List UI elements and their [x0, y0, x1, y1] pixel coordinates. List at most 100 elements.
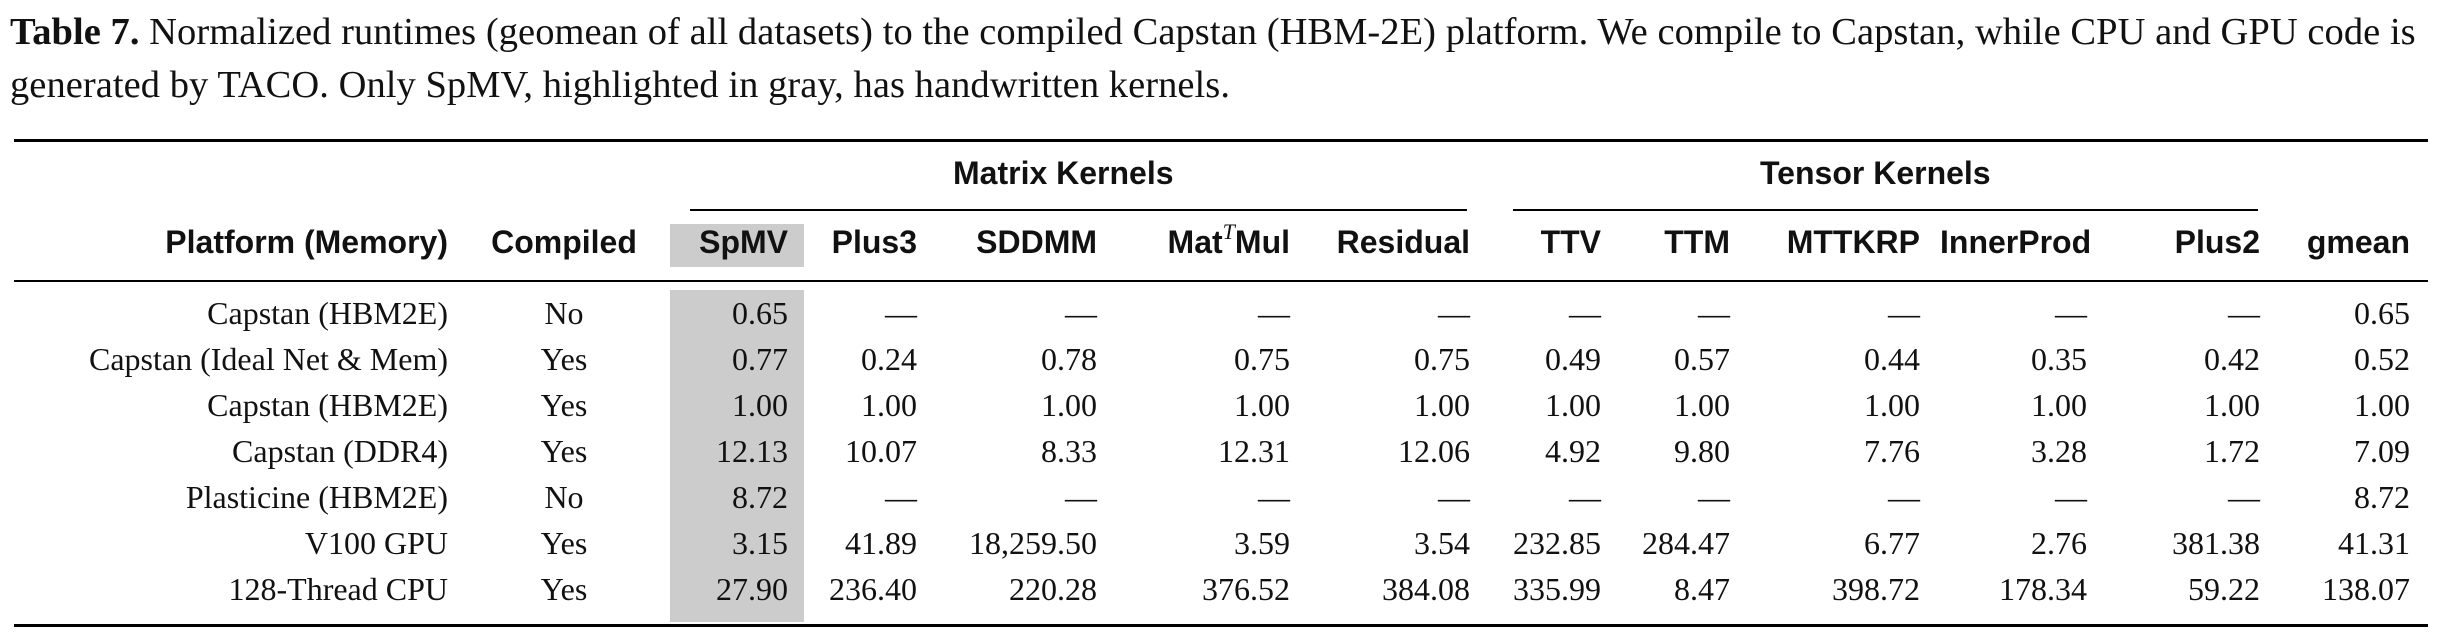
- col-gmean: gmean: [2306, 224, 2410, 260]
- cell-spmv: 3.15: [732, 525, 788, 561]
- cell-residual: —: [1438, 479, 1470, 515]
- col-platform: Platform (Memory): [165, 224, 448, 260]
- cell-ttm: 0.57: [1674, 341, 1730, 377]
- cell-compiled: No: [544, 295, 584, 331]
- cell-platform: Capstan (HBM2E): [207, 295, 448, 331]
- group-tensor-kernels: Tensor Kernels: [1760, 155, 1991, 191]
- col-residual: Residual: [1336, 224, 1470, 260]
- cell-innerprod: 3.28: [2031, 433, 2087, 469]
- cell-residual: 0.75: [1414, 341, 1470, 377]
- cell-plus3: 10.07: [845, 433, 917, 469]
- col-plus3: Plus3: [831, 224, 917, 260]
- cell-residual: 12.06: [1398, 433, 1470, 469]
- cell-matmul: 376.52: [1202, 571, 1290, 607]
- cell-ttv: 335.99: [1513, 571, 1601, 607]
- group-tensor-rule: [1513, 209, 2258, 211]
- header-rule: [14, 280, 2428, 282]
- cell-plus2: —: [2228, 479, 2260, 515]
- cell-compiled: Yes: [540, 525, 588, 561]
- cell-matmul: 12.31: [1218, 433, 1290, 469]
- cell-ttv: 232.85: [1513, 525, 1601, 561]
- cell-mttkrp: 1.00: [1864, 387, 1920, 423]
- spmv-highlight-body: [670, 290, 804, 622]
- cell-plus2: —: [2228, 295, 2260, 331]
- cell-ttv: —: [1569, 295, 1601, 331]
- cell-ttm: —: [1698, 295, 1730, 331]
- cell-matmul: 3.59: [1234, 525, 1290, 561]
- cell-compiled: Yes: [540, 433, 588, 469]
- cell-plus2: 1.72: [2204, 433, 2260, 469]
- col-plus2: Plus2: [2174, 224, 2260, 260]
- caption-text: Normalized runtimes (geomean of all data…: [10, 11, 2416, 106]
- cell-matmul: 0.75: [1234, 341, 1290, 377]
- col-matmul-pre: Mat: [1167, 224, 1223, 260]
- cell-gmean: 8.72: [2354, 479, 2410, 515]
- cell-ttm: 8.47: [1674, 571, 1730, 607]
- col-mttkrp: MTTKRP: [1786, 224, 1920, 260]
- cell-innerprod: —: [2055, 479, 2087, 515]
- cell-matmul: 1.00: [1234, 387, 1290, 423]
- col-matmul: MatTMul: [1110, 221, 1290, 261]
- cell-residual: —: [1438, 295, 1470, 331]
- cell-sddmm: 220.28: [1009, 571, 1097, 607]
- cell-plus3: —: [885, 479, 917, 515]
- cell-spmv: 12.13: [716, 433, 788, 469]
- cell-sddmm: 1.00: [1041, 387, 1097, 423]
- cell-plus2: 0.42: [2204, 341, 2260, 377]
- cell-innerprod: 2.76: [2031, 525, 2087, 561]
- cell-matmul: —: [1258, 479, 1290, 515]
- col-matmul-sup: T: [1222, 219, 1235, 244]
- cell-residual: 3.54: [1414, 525, 1470, 561]
- cell-spmv: 1.00: [732, 387, 788, 423]
- group-matrix-kernels: Matrix Kernels: [953, 155, 1174, 191]
- cell-ttm: 284.47: [1642, 525, 1730, 561]
- cell-plus3: 236.40: [829, 571, 917, 607]
- cell-ttv: 4.92: [1545, 433, 1601, 469]
- cell-platform: Capstan (DDR4): [232, 433, 448, 469]
- cell-sddmm: 8.33: [1041, 433, 1097, 469]
- cell-mttkrp: 0.44: [1864, 341, 1920, 377]
- cell-mttkrp: —: [1888, 479, 1920, 515]
- col-spmv: SpMV: [699, 224, 788, 260]
- cell-plus2: 59.22: [2188, 571, 2260, 607]
- cell-spmv: 0.77: [732, 341, 788, 377]
- cell-compiled: Yes: [540, 341, 588, 377]
- cell-ttv: 0.49: [1545, 341, 1601, 377]
- cell-innerprod: 178.34: [1999, 571, 2087, 607]
- cell-plus3: —: [885, 295, 917, 331]
- cell-mttkrp: 7.76: [1864, 433, 1920, 469]
- group-matrix-rule: [690, 209, 1467, 211]
- cell-ttm: 1.00: [1674, 387, 1730, 423]
- spmv-highlight: [670, 224, 804, 267]
- cell-platform: Capstan (Ideal Net & Mem): [89, 341, 448, 377]
- col-sddmm: SDDMM: [976, 224, 1097, 260]
- cell-sddmm: 0.78: [1041, 341, 1097, 377]
- cell-residual: 1.00: [1414, 387, 1470, 423]
- cell-sddmm: —: [1065, 479, 1097, 515]
- cell-compiled: Yes: [540, 387, 588, 423]
- cell-ttm: —: [1698, 479, 1730, 515]
- cell-platform: Plasticine (HBM2E): [185, 479, 448, 515]
- cell-spmv: 8.72: [732, 479, 788, 515]
- cell-gmean: 0.65: [2354, 295, 2410, 331]
- cell-innerprod: —: [2055, 295, 2087, 331]
- col-matmul-post: Mul: [1234, 224, 1290, 260]
- cell-gmean: 138.07: [2322, 571, 2410, 607]
- cell-spmv: 0.65: [732, 295, 788, 331]
- col-ttv: TTV: [1540, 224, 1601, 260]
- cell-compiled: Yes: [540, 571, 588, 607]
- cell-ttm: 9.80: [1674, 433, 1730, 469]
- cell-matmul: —: [1258, 295, 1290, 331]
- bottom-rule: [14, 624, 2428, 627]
- cell-gmean: 0.52: [2354, 341, 2410, 377]
- cell-mttkrp: —: [1888, 295, 1920, 331]
- col-ttm: TTM: [1664, 224, 1730, 260]
- table-caption: Table 7. Normalized runtimes (geomean of…: [10, 6, 2430, 112]
- cell-plus3: 1.00: [861, 387, 917, 423]
- cell-innerprod: 1.00: [2031, 387, 2087, 423]
- cell-gmean: 41.31: [2338, 525, 2410, 561]
- cell-compiled: No: [544, 479, 584, 515]
- cell-sddmm: —: [1065, 295, 1097, 331]
- cell-gmean: 1.00: [2354, 387, 2410, 423]
- col-compiled: Compiled: [491, 224, 637, 260]
